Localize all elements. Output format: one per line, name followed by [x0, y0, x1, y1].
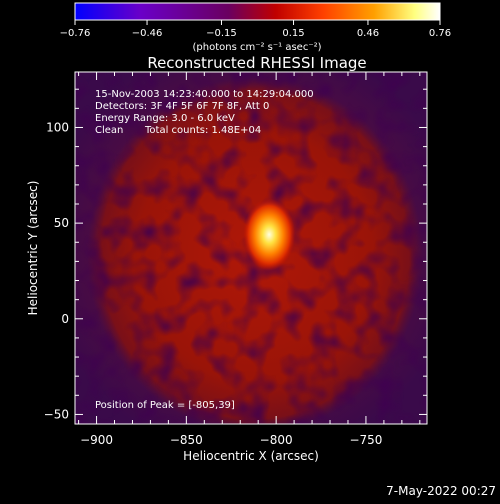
colorbar-tick-label: 0.76 — [429, 28, 451, 39]
annotation-total-counts: Total counts: 1.48E+04 — [144, 125, 261, 136]
y-axis-label: Heliocentric Y (arcsec) — [26, 181, 40, 316]
colorbar-tick-label: 0.46 — [357, 28, 379, 39]
colorbar-tick-label: −0.76 — [60, 28, 91, 39]
y-tick-label: 0 — [61, 312, 69, 326]
x-axis-label: Heliocentric X (arcsec) — [183, 449, 319, 463]
colorbar-unit-label: (photons cm⁻² s⁻¹ asec⁻²) — [192, 42, 321, 53]
x-tick-label: −850 — [170, 433, 203, 447]
heatmap-image — [75, 72, 427, 424]
annotation-energy-range: Energy Range: 3.0 - 6.0 keV — [95, 113, 235, 124]
annotation-clean: Clean — [95, 125, 123, 136]
colorbar-tick-label: −0.15 — [206, 28, 237, 39]
annotation-detectors: Detectors: 3F 4F 5F 6F 7F 8F, Att 0 — [95, 101, 269, 112]
annotation-peak-position: Position of Peak = [-805,39] — [95, 400, 235, 411]
peak-source — [243, 198, 296, 271]
y-tick-label: 50 — [54, 216, 69, 230]
annotation-block: 15-Nov-2003 14:23:40.000 to 14:29:04.000… — [95, 89, 314, 411]
colorbar-tick-label: −0.46 — [132, 28, 163, 39]
colorbar-tick-label: 0.15 — [282, 28, 304, 39]
x-tick-label: −750 — [349, 433, 382, 447]
colorbar-gradient — [74, 2, 441, 21]
plot-frame — [74, 71, 428, 425]
y-tick-label: −50 — [44, 407, 69, 421]
y-axis: −50 0 50 100 — [44, 88, 427, 421]
x-axis: −900 −850 −800 −750 — [78, 72, 421, 447]
colorbar: −0.76 −0.46 −0.15 0.15 0.46 0.76 (photons cm⁻… — [60, 2, 451, 53]
annotation-time-range: 15-Nov-2003 14:23:40.000 to 14:29:04.000 — [95, 89, 314, 100]
timestamp: 7-May-2022 00:27 — [386, 484, 496, 498]
x-tick-label: −800 — [260, 433, 293, 447]
colorbar-ticks: −0.76 −0.46 −0.15 0.15 0.46 0.76 — [60, 20, 451, 39]
x-tick-label: −900 — [80, 433, 113, 447]
chart-title: Reconstructed RHESSI Image — [147, 54, 366, 72]
y-tick-label: 100 — [46, 120, 69, 134]
